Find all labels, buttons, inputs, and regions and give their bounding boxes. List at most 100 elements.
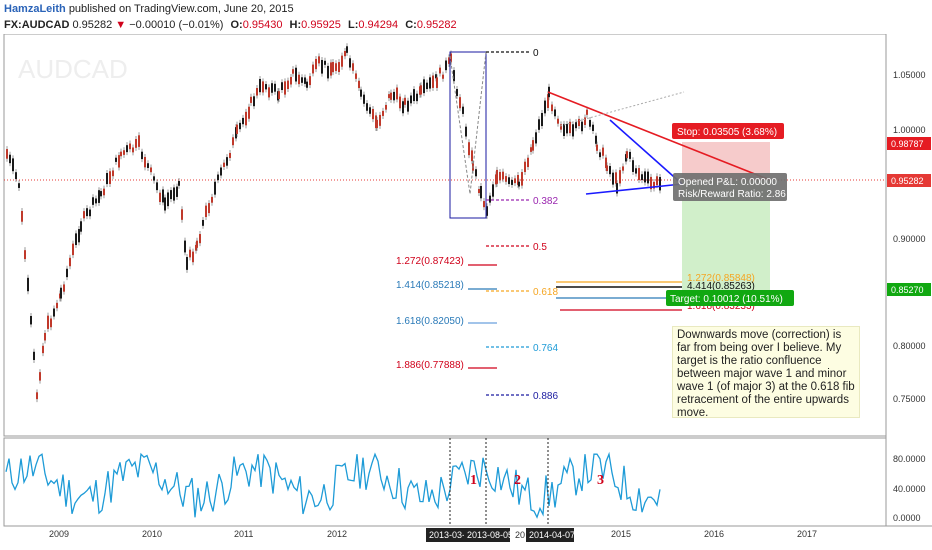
fib-range-box[interactable] (449, 51, 487, 219)
candle (144, 156, 146, 168)
candle (448, 57, 450, 64)
candle (232, 137, 234, 146)
candle (332, 62, 334, 73)
candle (563, 123, 565, 136)
oscillator-axis[interactable]: 80.0000 40.0000 0.0000 (893, 454, 926, 523)
minor-fib-levels[interactable]: 1.272(0.85848) 4.414(0.85263) 1.618(0.83… (556, 273, 755, 312)
candle (589, 120, 591, 127)
target-badge[interactable]: Target: 0.10012 (10.51%) (666, 290, 794, 306)
candle (599, 152, 601, 158)
fib-label-0764: 0.764 (533, 343, 558, 354)
candle (236, 124, 238, 134)
high-label: H: (289, 19, 302, 31)
candle (439, 67, 441, 74)
year-2016: 2016 (704, 529, 724, 539)
resistance-trendline[interactable] (547, 91, 771, 181)
candle (9, 154, 11, 164)
cursor-date-2: 2013-08-05 (467, 530, 513, 540)
candle (318, 56, 320, 64)
candle (304, 77, 306, 84)
candle (445, 60, 447, 71)
candle (382, 110, 384, 116)
candle (15, 172, 17, 180)
candle (92, 197, 94, 205)
candle (615, 172, 617, 184)
candle (239, 122, 241, 130)
candle (569, 121, 571, 134)
candle (346, 46, 348, 53)
candle (86, 208, 88, 217)
candle (80, 221, 82, 232)
target-text: Target: 0.10012 (10.51%) (670, 294, 783, 305)
candle (606, 165, 608, 172)
pnl-badge[interactable]: Opened P&L: 0.00000 Risk/Reward Ratio: 2… (673, 173, 787, 201)
candle (268, 87, 270, 98)
candle (335, 63, 337, 71)
analysis-note[interactable]: Downwards move (correction) is far from … (672, 326, 860, 419)
candlestick-series (6, 43, 661, 403)
candle (584, 117, 586, 125)
candle (544, 100, 546, 114)
candle (202, 219, 204, 226)
candle (602, 147, 604, 156)
candle (24, 250, 26, 260)
candle (186, 257, 188, 270)
candle (341, 55, 343, 67)
candle (321, 59, 323, 74)
author-name[interactable]: HamzaLeith (4, 3, 66, 15)
price-tick-105: 1.05000 (893, 70, 926, 80)
year-2009: 2009 (49, 529, 69, 539)
candle (355, 73, 357, 79)
candle (147, 163, 149, 168)
candle (290, 77, 292, 85)
osc-tick-80: 80.0000 (893, 454, 926, 464)
ext-label-1414: 1.414(0.85218) (396, 280, 464, 291)
candle (363, 94, 365, 104)
wedge-lower-line[interactable] (585, 183, 683, 195)
candle (478, 188, 480, 194)
candle (164, 197, 166, 211)
candle (120, 151, 122, 157)
candle (39, 372, 41, 381)
candle (327, 65, 329, 79)
stop-badge[interactable]: Stop: 0.03505 (3.68%) (672, 123, 784, 139)
year-2017: 2017 (797, 529, 817, 539)
candle (508, 177, 510, 185)
candle (274, 83, 276, 92)
candle (366, 103, 368, 111)
candle (167, 192, 169, 207)
candle (344, 50, 346, 57)
symbol-name[interactable]: FX:AUDCAD (4, 19, 70, 31)
price-axis[interactable]: 1.05000 1.00000 0.90000 0.80000 0.75000 … (887, 70, 931, 404)
candle (72, 243, 74, 256)
candle (453, 70, 455, 82)
candle (442, 74, 444, 79)
wedge-upper-line[interactable] (609, 119, 683, 185)
candle (659, 176, 661, 191)
fib-retracement[interactable]: 0 0.382 0.5 0.618 0.764 0.886 (486, 48, 558, 402)
candle (641, 174, 643, 181)
candle (223, 162, 225, 167)
fib-extension[interactable]: 1.272(0.87423) 1.414(0.85218) 1.618(0.82… (396, 256, 497, 371)
candle (462, 106, 464, 114)
candle (109, 171, 111, 184)
candle (572, 124, 574, 137)
candle (436, 77, 438, 88)
candle (468, 142, 470, 156)
price-chart[interactable]: AUDCAD 0 0.382 0.5 0.618 0.764 0.886 1.2… (0, 34, 932, 550)
candle (505, 176, 507, 182)
candle (83, 211, 85, 219)
oscillator-line (5, 451, 661, 519)
candle (63, 284, 65, 292)
candle (514, 178, 516, 184)
candle (47, 315, 49, 329)
candle (159, 192, 161, 202)
wave-label-2: 2 (514, 473, 521, 488)
time-axis[interactable]: 2009 2010 2011 2012 2015 2016 2017 2013-… (49, 528, 817, 542)
candle (352, 63, 354, 71)
price-change: −0.00010 (−0.01%) (129, 19, 224, 31)
candle (557, 118, 559, 124)
candle (554, 109, 556, 117)
ext-label-1618: 1.618(0.82050) (396, 316, 464, 327)
candle (53, 308, 55, 317)
